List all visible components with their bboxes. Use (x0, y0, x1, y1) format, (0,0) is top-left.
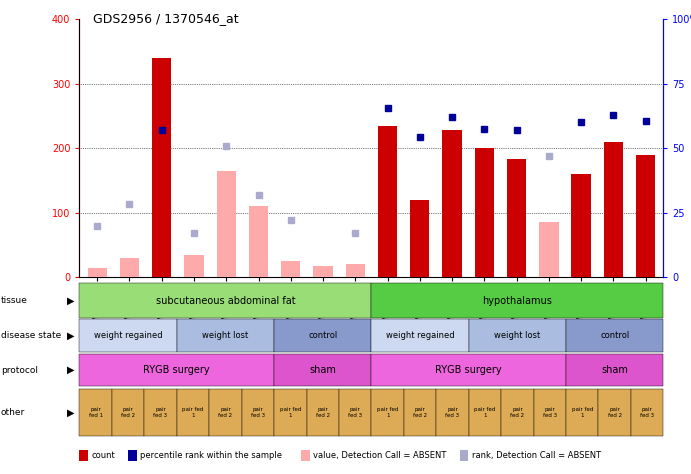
Text: pair
fed 3: pair fed 3 (153, 407, 168, 418)
Text: protocol: protocol (1, 366, 38, 374)
Text: GDS2956 / 1370546_at: GDS2956 / 1370546_at (93, 12, 239, 25)
Text: value, Detection Call = ABSENT: value, Detection Call = ABSENT (313, 451, 446, 460)
Bar (313, 265, 332, 277)
Text: ▶: ▶ (68, 295, 75, 306)
Text: pair
fed 3: pair fed 3 (251, 407, 265, 418)
Bar (507, 159, 527, 277)
Text: RYGB surgery: RYGB surgery (144, 365, 210, 375)
Bar (249, 206, 268, 277)
Bar (410, 200, 430, 277)
Text: ▶: ▶ (68, 330, 75, 341)
Text: pair fed
1: pair fed 1 (280, 407, 301, 418)
Text: pair
fed 3: pair fed 3 (446, 407, 460, 418)
Text: control: control (600, 331, 630, 340)
Text: pair
fed 3: pair fed 3 (542, 407, 557, 418)
Text: pair fed
1: pair fed 1 (571, 407, 593, 418)
Text: weight regained: weight regained (386, 331, 455, 340)
Text: weight lost: weight lost (202, 331, 249, 340)
Bar (636, 155, 655, 277)
Text: sham: sham (310, 365, 337, 375)
Text: other: other (1, 408, 25, 417)
Bar (571, 174, 591, 277)
Text: pair fed
1: pair fed 1 (377, 407, 398, 418)
Bar (475, 148, 494, 277)
Text: ▶: ▶ (68, 407, 75, 418)
Bar (216, 171, 236, 277)
Bar (539, 222, 558, 277)
Bar (442, 130, 462, 277)
Text: pair
fed 2: pair fed 2 (607, 407, 622, 418)
Text: sham: sham (601, 365, 628, 375)
Text: pair
fed 2: pair fed 2 (413, 407, 427, 418)
Text: pair
fed 3: pair fed 3 (640, 407, 654, 418)
Bar (604, 142, 623, 277)
Text: pair
fed 2: pair fed 2 (511, 407, 524, 418)
Text: weight regained: weight regained (94, 331, 162, 340)
Text: hypothalamus: hypothalamus (482, 295, 552, 306)
Text: pair
fed 2: pair fed 2 (121, 407, 135, 418)
Text: pair
fed 2: pair fed 2 (316, 407, 330, 418)
Text: pair fed
1: pair fed 1 (182, 407, 204, 418)
Text: pair
fed 3: pair fed 3 (348, 407, 362, 418)
Bar (120, 258, 139, 277)
Text: count: count (92, 451, 115, 460)
Bar (152, 58, 171, 277)
Text: rank, Detection Call = ABSENT: rank, Detection Call = ABSENT (472, 451, 601, 460)
Bar (281, 261, 301, 277)
Text: pair
fed 2: pair fed 2 (218, 407, 232, 418)
Bar (378, 126, 397, 277)
Text: RYGB surgery: RYGB surgery (435, 365, 502, 375)
Text: weight lost: weight lost (494, 331, 540, 340)
Text: pair fed
1: pair fed 1 (474, 407, 495, 418)
Bar (346, 264, 365, 277)
Text: control: control (308, 331, 337, 340)
Bar (88, 268, 107, 277)
Text: subcutaneous abdominal fat: subcutaneous abdominal fat (155, 295, 295, 306)
Bar (184, 255, 204, 277)
Text: pair
fed 1: pair fed 1 (88, 407, 103, 418)
Text: percentile rank within the sample: percentile rank within the sample (140, 451, 282, 460)
Text: tissue: tissue (1, 296, 28, 305)
Text: ▶: ▶ (68, 365, 75, 375)
Text: disease state: disease state (1, 331, 61, 340)
